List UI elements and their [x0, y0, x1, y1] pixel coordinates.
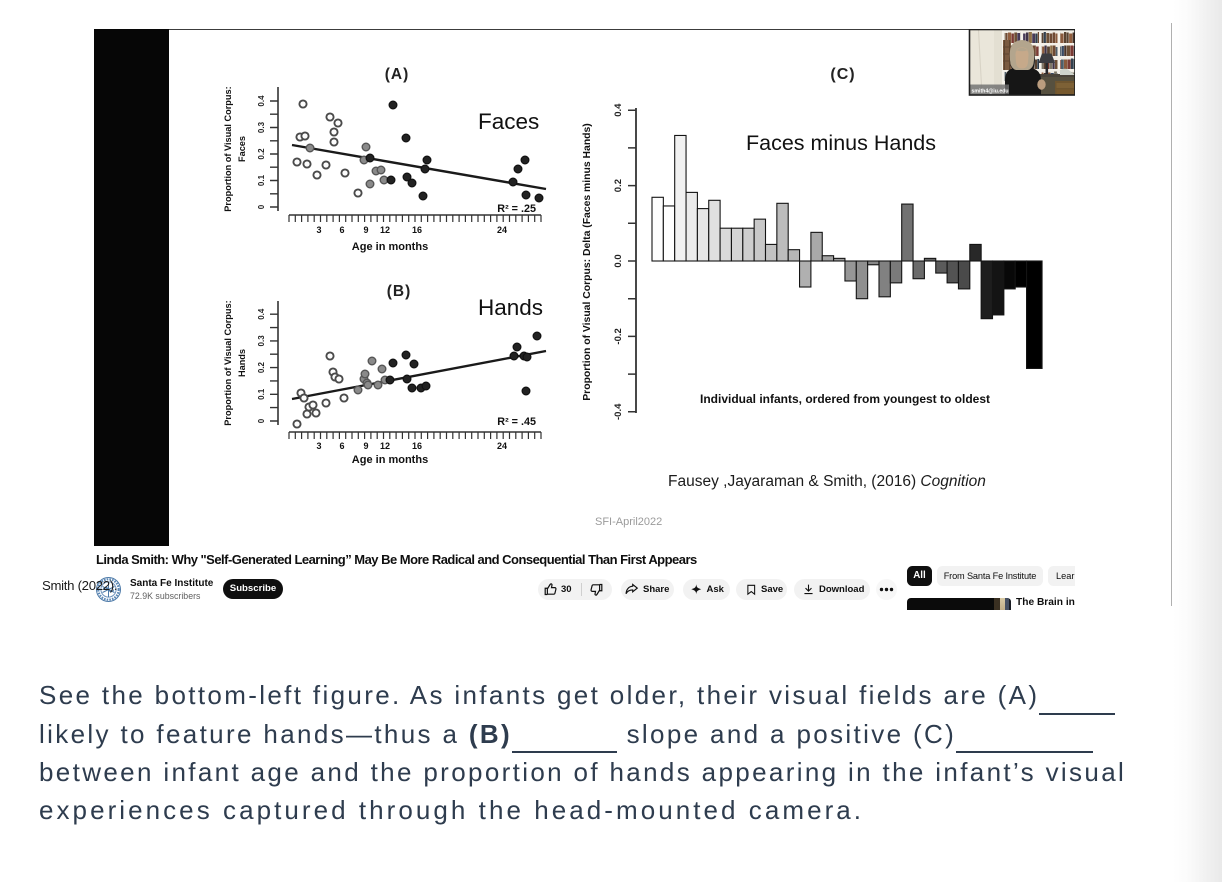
svg-text:R² = .25: R² = .25: [497, 203, 536, 215]
svg-text:0.3: 0.3: [257, 335, 266, 347]
svg-text:3: 3: [316, 441, 321, 451]
svg-text:24: 24: [497, 225, 507, 235]
svg-text:0.1: 0.1: [257, 388, 266, 400]
svg-text:0.4: 0.4: [257, 95, 266, 107]
svg-text:3: 3: [316, 225, 321, 235]
svg-text:(B): (B): [387, 283, 412, 300]
svg-text:smith4@iu.edu: smith4@iu.edu: [972, 88, 1009, 94]
svg-text:R² = .45: R² = .45: [497, 416, 536, 428]
svg-text:0.4: 0.4: [613, 103, 624, 117]
svg-text:Proportion of Visual Corpus: D: Proportion of Visual Corpus: Delta (Face…: [582, 123, 593, 401]
svg-text:24: 24: [497, 441, 507, 451]
svg-text:(C): (C): [830, 66, 855, 83]
svg-text:Age in months: Age in months: [352, 241, 428, 253]
svg-text:9: 9: [363, 441, 368, 451]
svg-text:Proportion of Visual Corpus:: Proportion of Visual Corpus:: [223, 86, 233, 211]
svg-text:0.2: 0.2: [613, 179, 624, 192]
svg-text:Individual infants, ordered fr: Individual infants, ordered from younges…: [700, 392, 990, 406]
svg-text:16: 16: [412, 441, 422, 451]
svg-text:Faces minus Hands: Faces minus Hands: [746, 131, 936, 155]
svg-text:0.2: 0.2: [257, 361, 266, 373]
svg-text:SFI-April2022: SFI-April2022: [595, 516, 662, 528]
svg-text:(A): (A): [385, 66, 410, 83]
svg-text:0: 0: [257, 418, 266, 423]
svg-text:16: 16: [412, 225, 422, 235]
svg-text:Age in months: Age in months: [352, 454, 428, 466]
svg-text:0.4: 0.4: [257, 308, 266, 320]
svg-text:Proportion of Visual Corpus:: Proportion of Visual Corpus:: [223, 300, 233, 425]
svg-text:9: 9: [363, 225, 368, 235]
svg-text:-0.2: -0.2: [613, 328, 624, 344]
svg-text:0.3: 0.3: [257, 121, 266, 133]
svg-text:12: 12: [380, 225, 390, 235]
svg-text:Faces: Faces: [237, 136, 247, 162]
svg-text:Hands: Hands: [237, 349, 247, 377]
svg-text:0.0: 0.0: [613, 254, 624, 267]
svg-text:0.1: 0.1: [257, 174, 266, 186]
svg-text:Hands: Hands: [478, 295, 543, 320]
svg-text:6: 6: [339, 225, 344, 235]
svg-text:-0.4: -0.4: [613, 403, 624, 420]
svg-text:0: 0: [257, 204, 266, 209]
svg-text:Fausey ,Jayaraman & Smith, (20: Fausey ,Jayaraman & Smith, (2016) Cognit…: [668, 473, 986, 490]
svg-text:6: 6: [339, 441, 344, 451]
svg-text:12: 12: [380, 441, 390, 451]
svg-text:0.2: 0.2: [257, 148, 266, 160]
svg-text:Faces: Faces: [478, 109, 539, 134]
